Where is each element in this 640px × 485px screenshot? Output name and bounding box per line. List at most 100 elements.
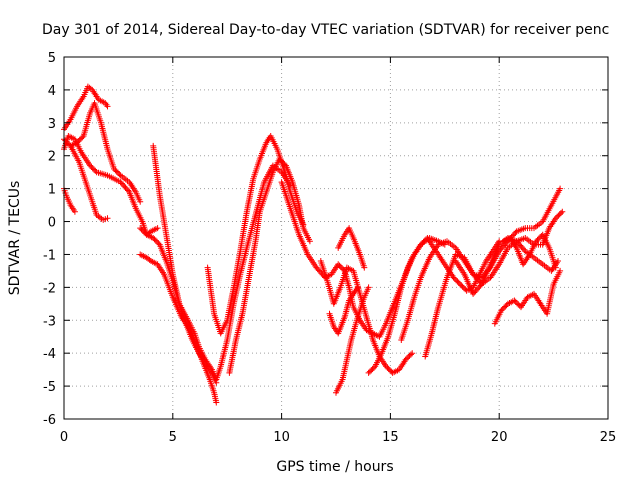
y-tick-label: 3 xyxy=(48,117,56,132)
data-point xyxy=(281,161,288,168)
data-point xyxy=(502,303,509,310)
data-point xyxy=(280,160,287,166)
data-point xyxy=(125,187,131,194)
series-14 xyxy=(333,284,372,396)
data-point xyxy=(559,208,566,215)
data-point xyxy=(557,185,564,192)
data-point xyxy=(555,212,562,219)
data-point xyxy=(337,264,344,270)
x-tick-label: 20 xyxy=(491,430,508,445)
y-tick-label: -1 xyxy=(43,248,56,263)
data-point xyxy=(113,168,120,175)
series-13 xyxy=(326,284,361,337)
data-point xyxy=(366,368,373,375)
series-10 xyxy=(226,156,313,376)
data-point xyxy=(450,274,457,281)
data-point xyxy=(116,171,123,178)
chart-title: Day 301 of 2014, Sidereal Day-to-day VTE… xyxy=(42,22,609,38)
data-point xyxy=(403,355,410,362)
data-point xyxy=(385,366,392,372)
y-tick-label: -2 xyxy=(43,281,56,296)
data-point xyxy=(451,275,458,282)
data-point xyxy=(534,237,541,243)
data-point xyxy=(336,262,343,269)
data-point xyxy=(552,215,559,222)
data-point xyxy=(521,246,528,253)
data-point xyxy=(407,351,414,358)
x-tick-label: 25 xyxy=(600,430,617,445)
x-tick-label: 10 xyxy=(273,430,290,445)
y-tick-label: 0 xyxy=(48,216,56,231)
data-point xyxy=(555,258,561,264)
data-point xyxy=(279,158,285,165)
data-point xyxy=(514,300,520,307)
data-point xyxy=(152,237,159,244)
series-8 xyxy=(150,142,220,386)
y-axis-label: SDTVAR / TECUs xyxy=(7,181,23,296)
data-point xyxy=(515,301,522,308)
x-tick-label: 0 xyxy=(60,430,68,445)
y-tick-label: 4 xyxy=(48,84,56,99)
data-point xyxy=(368,367,375,374)
y-tick-label: 5 xyxy=(48,51,56,66)
data-point xyxy=(453,277,460,284)
y-tick-label: -6 xyxy=(43,413,56,428)
data-point xyxy=(420,238,427,245)
x-axis-label: GPS time / hours xyxy=(276,459,393,475)
data-point xyxy=(78,135,84,142)
data-point xyxy=(454,278,461,285)
data-point xyxy=(557,267,564,274)
data-point xyxy=(387,367,393,374)
data-point xyxy=(92,167,99,174)
data-point xyxy=(335,261,342,268)
series-9 xyxy=(204,133,307,337)
y-tick-label: 1 xyxy=(48,183,56,198)
data-point xyxy=(104,103,111,110)
data-point xyxy=(498,307,505,314)
data-point xyxy=(76,136,83,143)
data-point xyxy=(138,226,145,233)
data-point xyxy=(421,237,428,244)
data-point xyxy=(477,282,484,289)
data-point xyxy=(501,304,507,311)
data-point xyxy=(87,162,94,169)
data-point xyxy=(409,350,416,357)
data-point xyxy=(112,167,119,174)
data-point xyxy=(383,363,389,370)
data-point xyxy=(154,238,161,245)
data-point xyxy=(91,166,97,173)
data-point xyxy=(339,265,346,272)
data-point xyxy=(365,284,372,291)
data-point xyxy=(71,208,78,215)
data-point xyxy=(533,238,540,245)
data-point xyxy=(369,366,376,372)
data-point xyxy=(155,240,162,247)
data-point xyxy=(365,369,372,376)
data-point xyxy=(457,281,463,288)
data-point xyxy=(417,241,424,248)
series-5 xyxy=(67,100,144,205)
data-point xyxy=(137,198,144,205)
y-tick-label: -4 xyxy=(43,347,56,362)
data-point xyxy=(213,399,220,406)
data-point xyxy=(419,240,426,247)
y-tick-label: -5 xyxy=(43,380,56,395)
data-point xyxy=(370,364,377,371)
data-point xyxy=(405,354,412,361)
data-point xyxy=(511,297,518,304)
series-15 xyxy=(335,225,368,271)
series-21 xyxy=(500,231,559,271)
data-point xyxy=(455,279,462,286)
data-point xyxy=(150,235,157,241)
axis-ticks: 0 5 10 15 20 25 -6 -5 -4 -3 -2 -1 0 1 2 3 4 5 xyxy=(43,51,616,445)
plot-frame xyxy=(63,56,609,420)
y-tick-label: -3 xyxy=(43,314,56,329)
data-point xyxy=(89,165,96,172)
data-point xyxy=(384,364,391,371)
data-point xyxy=(74,139,81,146)
data-point xyxy=(141,229,148,236)
data-point xyxy=(552,264,559,271)
series-20 xyxy=(491,267,564,327)
